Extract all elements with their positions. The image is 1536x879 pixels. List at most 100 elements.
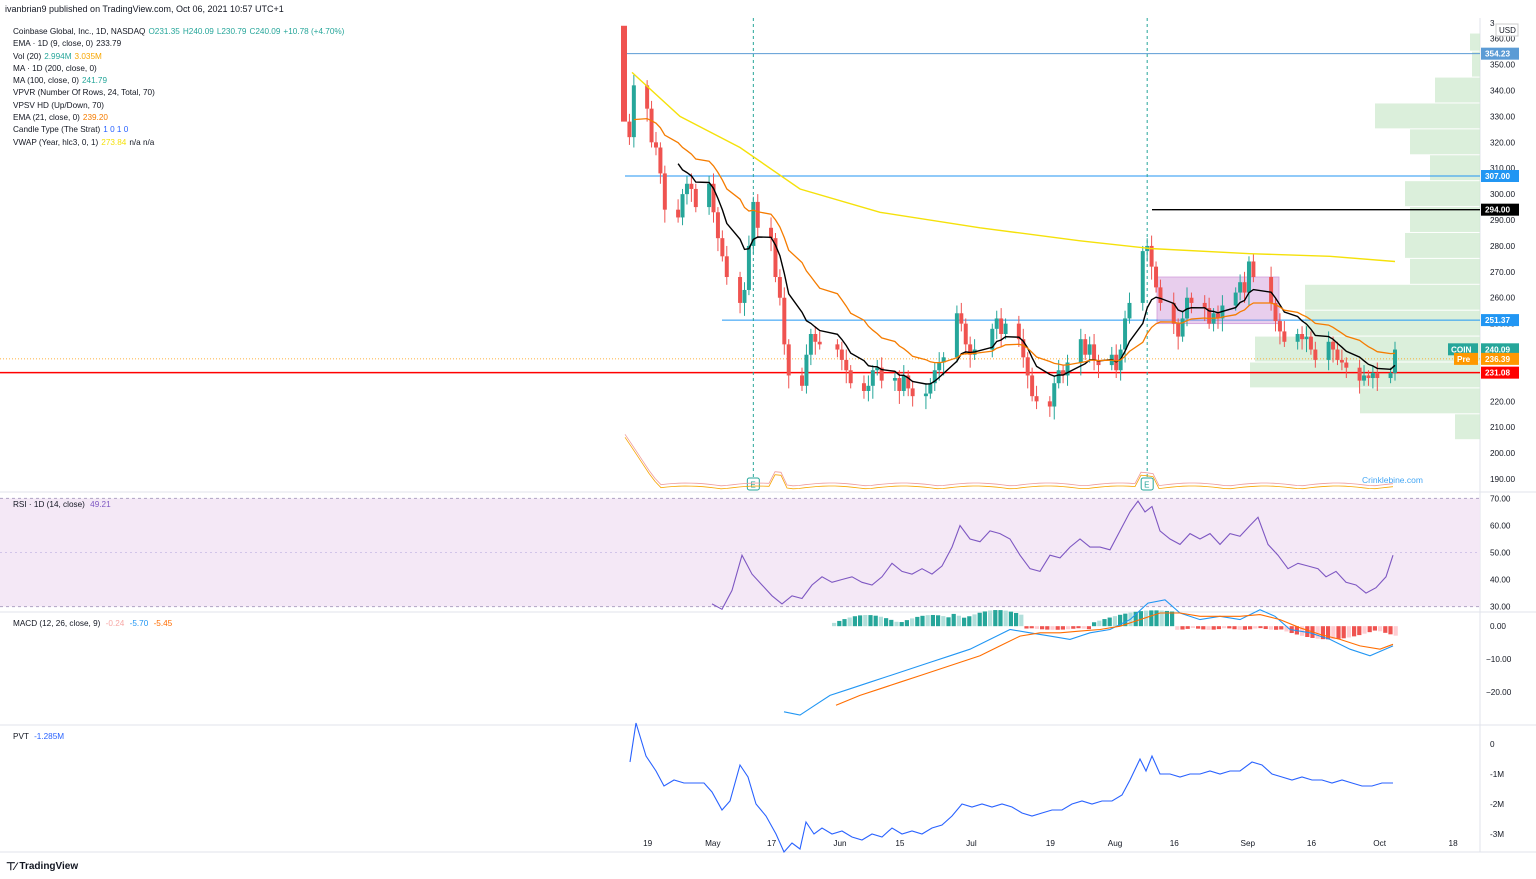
macd-histogram-bar [1336,626,1341,639]
macd-histogram-bar [1097,620,1102,627]
candle-body [1047,401,1052,407]
candle-body [1339,359,1344,363]
tradingview-footer[interactable]: ⊤⁄ TradingView [6,860,78,873]
macd-histogram-bar [910,618,915,627]
volume-profile-bar [1360,388,1480,414]
macd-histogram-bar [1071,626,1076,629]
macd-histogram-bar [1040,626,1045,630]
macd-histogram-bar [1362,626,1367,634]
volume-ma-line [624,437,1394,490]
candle-body [1149,245,1154,267]
legend-value: O231.35 [148,27,180,36]
rsi-tick-label: 50.00 [1490,549,1511,558]
volume-line [624,434,1394,487]
earnings-icon [1140,477,1154,491]
volume-profile-bar [1455,414,1480,440]
candle-body [937,362,942,371]
macd-histogram-bar [1232,626,1237,630]
legend-row: MA · 1D (200, close, 0) [13,63,344,75]
macd-histogram-bar [1060,626,1065,630]
date-tick-label: Jul [966,839,977,848]
candle-body [1176,323,1181,337]
candle-body [999,318,1004,334]
ema9-line [677,163,1396,385]
macd-histogram-bar [1315,626,1320,639]
candle-body [1016,323,1021,340]
candle-body [906,375,911,389]
date-tick-label: Aug [1108,839,1123,848]
candle-body [689,183,694,189]
legend-row: EMA · 1D (9, close, 0) 233.79 [13,38,344,50]
candle-body [627,121,632,138]
candle-body [1065,362,1070,376]
price-tag-label: 231.08 [1485,369,1510,378]
date-tick-label: Sep [1241,839,1256,848]
macd-histogram-bar [1019,614,1024,627]
candle-body [861,383,866,391]
legend-value: 273.84 [101,137,127,147]
candle-body [994,318,999,329]
volume-profile-bar [1470,33,1480,51]
macd-histogram-bar [832,622,837,627]
price-tick-label: 350.00 [1490,61,1515,70]
date-tick-label: 17 [767,839,777,848]
watermark-text: Crinklebine.com [1362,475,1423,485]
macd-histogram-bar [1076,626,1081,629]
macd-histogram-bar [1274,626,1279,630]
candle-body [777,277,782,298]
legend-value: +10.78 (+4.70%) [283,27,345,36]
macd-histogram-bar [868,615,873,627]
candle-body [1304,336,1309,340]
date-tick-label: 16 [1170,839,1180,848]
macd-histogram-bar [951,613,956,627]
macd-histogram-bar [915,616,920,627]
macd-histogram-bar [1326,626,1331,640]
macd-line-value: -5.70 [129,619,149,628]
publish-header: ivanbrian9 published on TradingView.com,… [5,4,284,14]
rsi-tick-label: 70.00 [1490,494,1511,503]
legend-row: VPVR (Number Of Rows, 24, Total, 70) [13,87,344,99]
macd-histogram-bar [1112,616,1117,627]
rsi-pane-label: RSI · 1D (14, close) 49.21 [13,500,111,509]
candle-body [968,344,973,355]
price-tag [1481,314,1519,327]
candle-body [1087,344,1092,355]
price-tick-label: 210.00 [1490,423,1515,432]
macd-histogram-bar [1237,626,1242,630]
candle-body [1123,318,1128,350]
macd-histogram-bar [1086,626,1091,630]
macd-histogram-bar [1372,626,1377,631]
candle-body [1030,375,1035,397]
macd-histogram-bar [889,619,894,627]
macd-signal-line [835,612,1394,706]
candle-body [1357,367,1362,381]
rsi-value: 49.21 [90,500,111,509]
candle-body [676,209,681,218]
candle-body [1269,277,1274,303]
macd-histogram-bar [1383,626,1388,633]
macd-histogram-bar [1102,619,1107,627]
rsi-tick-label: 40.00 [1490,576,1511,585]
date-tick-label: May [705,839,721,848]
price-tick-label: 190.00 [1490,475,1515,484]
candle-body [1207,308,1212,324]
candle-body [1366,375,1371,379]
rsi-line [711,500,1394,611]
macd-histogram-bar [1055,626,1060,630]
price-tag [1481,203,1519,216]
macd-histogram-bar [1081,626,1086,629]
ma200-line [631,71,1396,263]
candle-body [1025,357,1030,376]
macd-histogram-bar [1258,626,1263,629]
candle-body [782,297,787,345]
candle-body [1056,370,1061,384]
macd-histogram-bar [1305,626,1310,637]
earnings-icon-label: E [1144,481,1149,490]
candle-body [1277,321,1282,332]
macd-pane-label: MACD (12, 26, close, 9) -0.24 -5.70 -5.4… [13,619,172,628]
candle-body [1021,339,1026,358]
macd-histogram-bar [1066,626,1071,630]
candle-body [959,313,964,324]
